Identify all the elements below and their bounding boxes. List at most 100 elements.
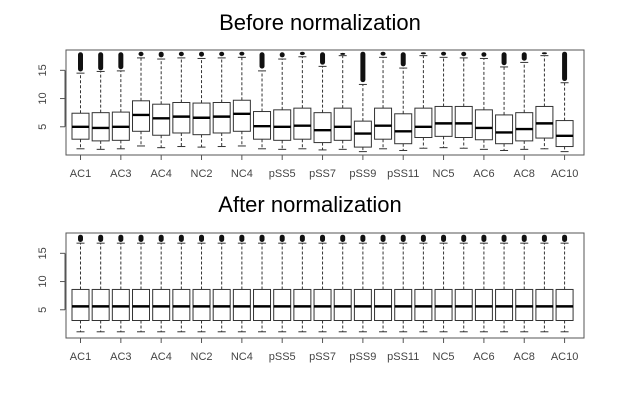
outlier-points xyxy=(541,52,547,55)
box-21 xyxy=(474,234,493,333)
outlier-points xyxy=(501,234,507,243)
box-3 xyxy=(111,234,130,333)
outlier-points xyxy=(78,52,83,72)
box-4 xyxy=(132,51,151,147)
x-tick-label: pSS5 xyxy=(269,351,296,363)
box-iqr xyxy=(374,107,393,140)
y-tick-label: 5 xyxy=(37,307,49,313)
box-10 xyxy=(253,234,272,333)
box-15 xyxy=(353,51,372,153)
box-iqr xyxy=(111,288,130,321)
y-tick-label: 10 xyxy=(37,92,49,104)
box-iqr xyxy=(333,107,352,141)
x-tick-label: NC5 xyxy=(433,351,455,363)
box-iqr xyxy=(212,288,231,321)
box-6 xyxy=(172,234,191,333)
box-iqr xyxy=(394,288,413,321)
outlier-points xyxy=(562,234,568,243)
box-23 xyxy=(515,52,534,150)
outlier-points xyxy=(138,234,144,243)
box-15 xyxy=(353,234,372,333)
box-5 xyxy=(152,51,171,149)
outlier-points xyxy=(400,52,406,67)
outlier-points xyxy=(299,234,305,243)
box-17 xyxy=(394,234,413,333)
box-iqr xyxy=(333,288,352,321)
box-iqr xyxy=(374,288,393,321)
x-tick-label: AC1 xyxy=(70,351,91,363)
box-iqr xyxy=(132,288,151,321)
box-3 xyxy=(111,52,130,150)
boxes-after xyxy=(71,234,574,333)
outlier-points xyxy=(98,52,104,71)
box-19 xyxy=(434,234,453,333)
outlier-points xyxy=(259,52,265,69)
outlier-points xyxy=(320,52,326,65)
outlier-points xyxy=(481,234,487,243)
box-18 xyxy=(414,234,433,333)
box-iqr xyxy=(434,105,453,137)
x-tick-label: AC6 xyxy=(473,351,494,363)
box-iqr xyxy=(232,99,251,132)
outlier-points xyxy=(279,234,285,243)
box-7 xyxy=(192,234,211,333)
outlier-points xyxy=(562,51,568,82)
box-iqr xyxy=(273,109,292,141)
box-iqr xyxy=(515,288,534,321)
box-1 xyxy=(71,52,90,150)
chart-title-after: After normalization xyxy=(218,192,401,217)
box-11 xyxy=(273,52,292,150)
box-12 xyxy=(293,234,312,333)
box-25 xyxy=(555,234,574,333)
box-20 xyxy=(454,51,473,149)
box-iqr xyxy=(232,288,251,321)
y-axis-before: 5 10 15 xyxy=(37,64,66,130)
box-iqr xyxy=(474,288,493,321)
box-iqr xyxy=(495,288,514,321)
box-22 xyxy=(495,52,514,151)
outlier-points xyxy=(340,234,346,243)
box-16 xyxy=(374,234,393,333)
plot-frame-before xyxy=(65,49,585,156)
box-18 xyxy=(414,52,433,149)
box-13 xyxy=(313,52,332,151)
x-tick-label: AC10 xyxy=(551,351,579,363)
box-iqr xyxy=(555,120,574,148)
box-iqr xyxy=(273,288,292,321)
panel-after: After normalization 5 10 15 AC1 AC3 AC4 NC2 NC… xyxy=(37,192,585,363)
outlier-points xyxy=(360,51,366,83)
outlier-points xyxy=(158,234,164,243)
x-tick-label: AC1 xyxy=(70,168,91,180)
outlier-points xyxy=(461,234,467,243)
box-iqr xyxy=(253,288,272,321)
boxes-before xyxy=(71,51,574,153)
outlier-points xyxy=(199,51,205,57)
box-iqr xyxy=(293,107,312,140)
outlier-points xyxy=(420,234,426,243)
box-iqr xyxy=(313,112,332,144)
box-20 xyxy=(454,234,473,333)
box-23 xyxy=(515,234,534,333)
x-tick-label: NC4 xyxy=(231,351,253,363)
outlier-points xyxy=(199,234,205,243)
outlier-points xyxy=(178,51,184,57)
outlier-points xyxy=(239,234,245,243)
x-axis-labels-before: AC1 AC3 AC4 NC2 NC4 pSS5 pSS7 pSS9 pSS11 NC5 AC6 AC… xyxy=(70,155,578,180)
plot-frame-after xyxy=(65,232,585,339)
y-axis-after: 5 10 15 xyxy=(37,247,66,313)
x-tick-label: NC2 xyxy=(191,351,213,363)
x-tick-label: AC8 xyxy=(514,351,535,363)
box-14 xyxy=(333,52,352,150)
y-tick-label: 5 xyxy=(37,124,49,130)
outlier-points xyxy=(521,52,527,61)
x-tick-label: pSS9 xyxy=(349,351,376,363)
box-9 xyxy=(232,234,251,333)
box-iqr xyxy=(414,107,433,139)
box-iqr xyxy=(91,288,110,321)
box-iqr xyxy=(293,288,312,321)
box-iqr xyxy=(535,288,554,321)
box-2 xyxy=(91,52,110,150)
chart-title-before: Before normalization xyxy=(219,10,421,35)
box-iqr xyxy=(152,288,171,321)
